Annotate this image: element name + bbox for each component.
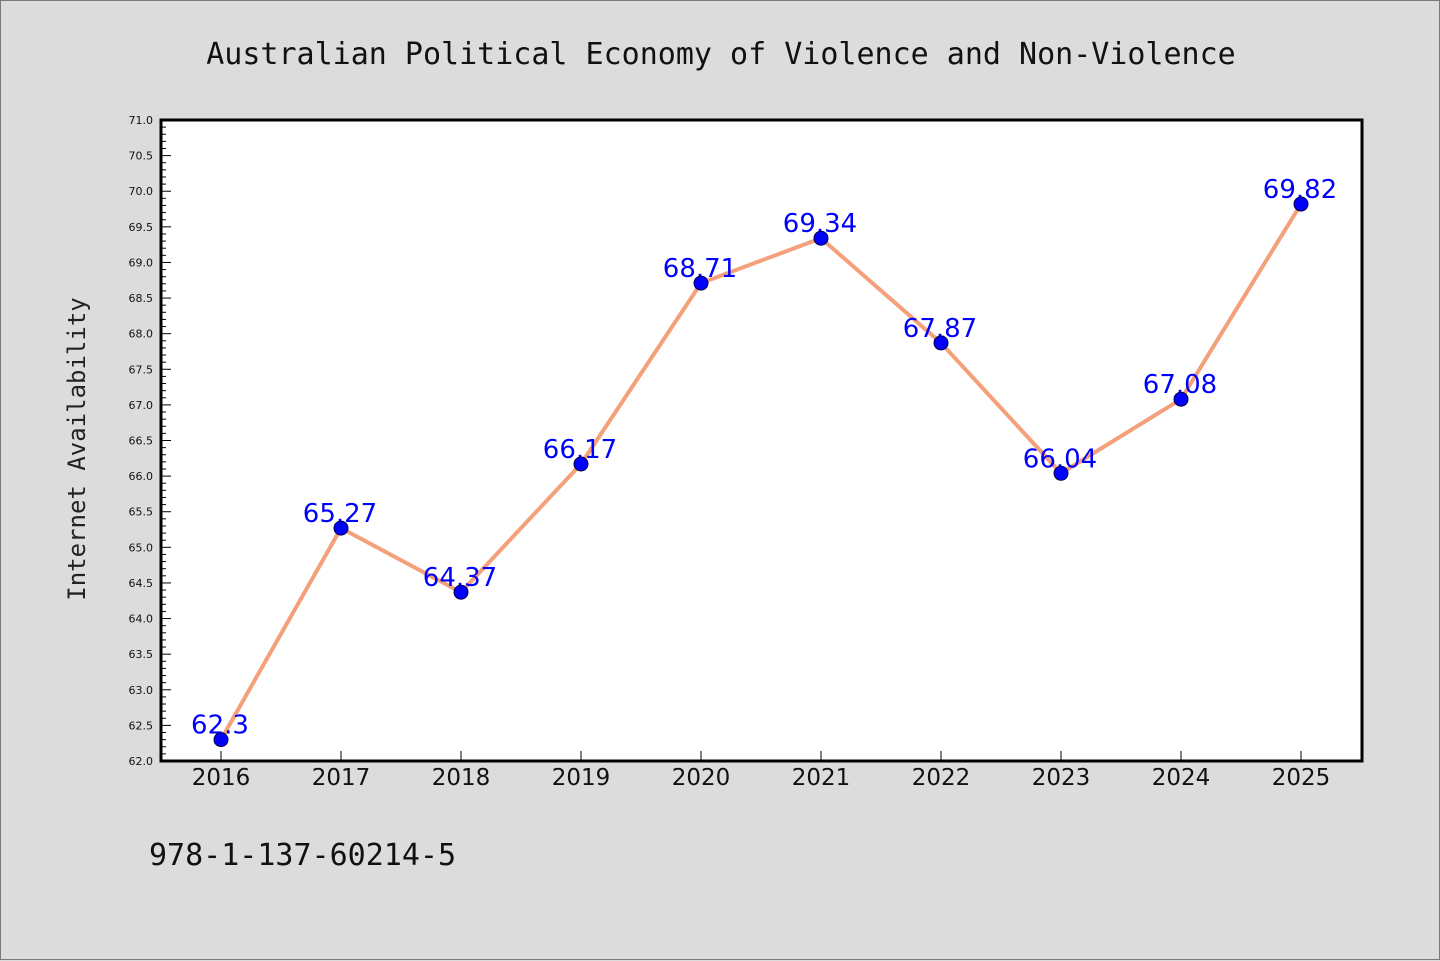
chart-title: Australian Political Economy of Violence… <box>206 37 1236 72</box>
y-tick-label: 64.5 <box>129 577 154 590</box>
data-point <box>573 456 589 472</box>
y-axis-label: Internet Availability <box>63 297 91 600</box>
x-tick-label: 2016 <box>192 765 251 791</box>
x-tick-label: 2021 <box>792 765 851 791</box>
x-tick-label: 2017 <box>312 765 371 791</box>
data-point <box>333 520 349 536</box>
x-tick-label: 2024 <box>1152 765 1211 791</box>
data-point <box>693 275 709 291</box>
isbn-text: 978-1-137-60214-5 <box>149 838 456 873</box>
y-tick-label: 65.5 <box>129 506 154 519</box>
plot-area <box>159 118 1364 763</box>
x-tick-label: 2025 <box>1272 765 1331 791</box>
y-tick-label: 65.0 <box>129 541 154 554</box>
data-markers <box>213 196 1309 748</box>
data-point <box>1053 465 1069 481</box>
y-tick-label: 70.5 <box>129 150 154 163</box>
data-point <box>213 732 229 748</box>
x-tick-label: 2020 <box>672 765 731 791</box>
y-tick-label: 70.0 <box>129 185 154 198</box>
y-tick-label: 67.5 <box>129 363 154 376</box>
data-point <box>1173 391 1189 407</box>
y-tick-label: 62.0 <box>129 755 154 768</box>
y-tick-label: 64.0 <box>129 613 154 626</box>
data-point <box>453 584 469 600</box>
y-tick-label: 68.5 <box>129 292 154 305</box>
y-tick-label: 69.5 <box>129 221 154 234</box>
y-tick-label: 62.5 <box>129 719 154 732</box>
x-tick-labels: 2016 2017 2018 2019 2020 2021 2022 2023 2024 2025 <box>192 765 1331 791</box>
y-tick-label: 63.0 <box>129 684 154 697</box>
y-tick-label: 63.5 <box>129 648 154 661</box>
y-tick-label: 66.0 <box>129 470 154 483</box>
data-point <box>813 230 829 246</box>
y-tick-label: 66.5 <box>129 435 154 448</box>
x-tick-label: 2019 <box>552 765 611 791</box>
y-tick-label: 68.0 <box>129 328 154 341</box>
series-line <box>219 202 1303 741</box>
y-tick-label: 71.0 <box>129 114 154 127</box>
y-tick-label: 69.0 <box>129 256 154 269</box>
x-tick-label: 2022 <box>912 765 971 791</box>
x-tick-label: 2023 <box>1032 765 1091 791</box>
axis-ticks <box>161 119 1302 762</box>
data-labels: 62.365.2764.3766.1768.7169.3467.8766.046… <box>191 175 1337 741</box>
data-point <box>1293 196 1309 212</box>
data-point <box>933 335 949 351</box>
y-tick-labels: 62.0 62.5 63.0 63.5 64.0 64.5 65.0 65.5 66.0 66.5… <box>129 114 154 768</box>
x-tick-label: 2018 <box>432 765 491 791</box>
y-tick-label: 67.0 <box>129 399 154 412</box>
